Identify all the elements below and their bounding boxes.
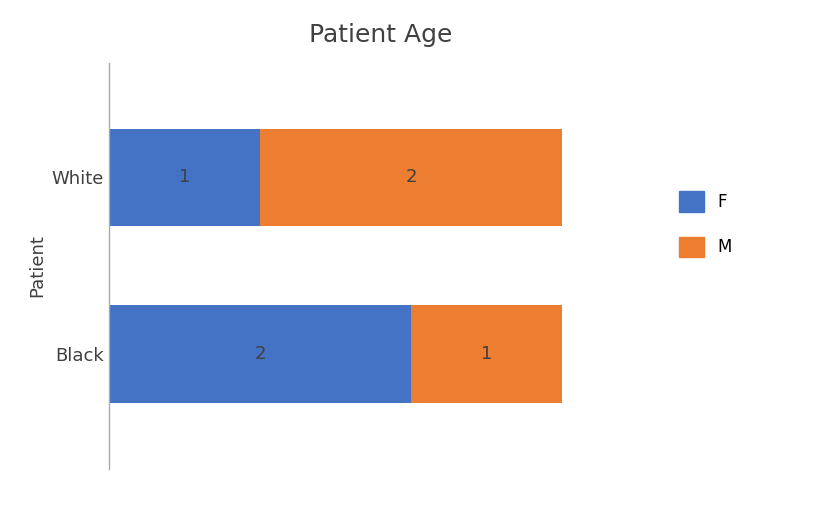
Text: 1: 1 <box>481 345 492 363</box>
Text: 2: 2 <box>254 345 265 363</box>
Title: Patient Age: Patient Age <box>308 23 452 47</box>
Y-axis label: Patient: Patient <box>28 234 46 297</box>
Bar <box>109 305 410 403</box>
Bar <box>410 305 562 403</box>
Text: 1: 1 <box>178 168 190 187</box>
Legend: F, M: F, M <box>671 184 737 264</box>
Text: 2: 2 <box>405 168 416 187</box>
Bar <box>260 129 562 226</box>
Bar <box>109 129 260 226</box>
